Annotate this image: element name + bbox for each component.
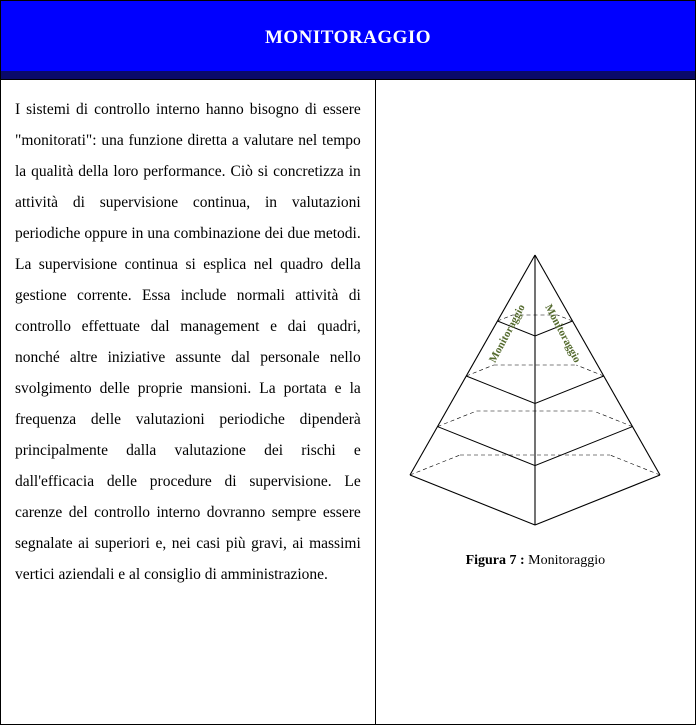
- svg-text:Monitoraggio: Monitoraggio: [543, 302, 584, 365]
- figure-caption: Figura 7 : Monitoraggio: [466, 553, 606, 569]
- section-header: MONITORAGGIO: [1, 1, 695, 79]
- figure-column: Monitoraggio Monitoraggio Figura 7 : Moni…: [376, 80, 695, 724]
- pyramid-diagram: Monitoraggio Monitoraggio: [400, 235, 670, 535]
- text-column: I sistemi di controllo interno hanno bis…: [1, 80, 376, 724]
- content-row: I sistemi di controllo interno hanno bis…: [1, 79, 695, 724]
- caption-text: Monitoraggio: [525, 553, 606, 568]
- body-paragraph: I sistemi di controllo interno hanno bis…: [15, 94, 361, 590]
- header-title: MONITORAGGIO: [265, 27, 431, 48]
- document-page: MONITORAGGIO I sistemi di controllo inte…: [0, 0, 696, 725]
- svg-text:Monitoraggio: Monitoraggio: [487, 302, 528, 365]
- caption-bold: Figura 7 :: [466, 553, 525, 568]
